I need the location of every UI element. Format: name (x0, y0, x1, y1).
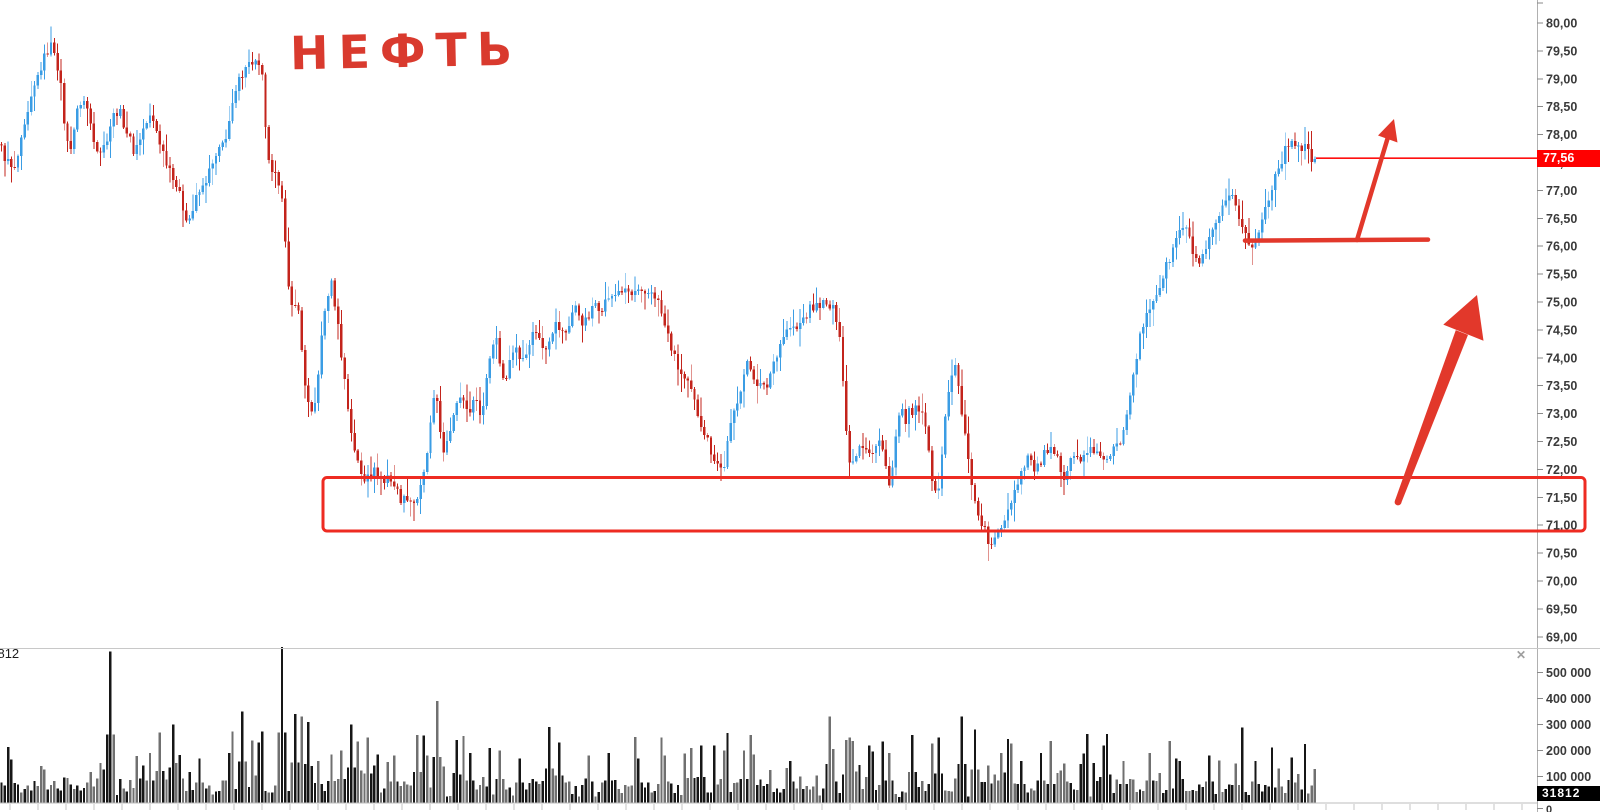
hand-drawn-title[interactable]: НЕФТЬ (289, 21, 523, 81)
axis-label: 70,00 (1546, 575, 1577, 589)
current-price-badge: 77,56 (1537, 150, 1600, 167)
axis-label: 75,50 (1546, 268, 1577, 282)
axis-label: 400 000 (1546, 692, 1591, 706)
axis-label: 300 000 (1546, 718, 1591, 732)
axis-label: 72,50 (1546, 435, 1577, 449)
axis-label: 73,00 (1546, 407, 1577, 421)
current-volume-badge: 31812 (1537, 786, 1600, 801)
axis-label: 72,00 (1546, 463, 1577, 477)
breakout-level-line[interactable] (1242, 237, 1431, 243)
axis-label: 75,00 (1546, 296, 1577, 310)
axis-label: 200 000 (1546, 744, 1591, 758)
close-icon[interactable]: ✕ (1516, 648, 1527, 662)
axis-label: 79,00 (1546, 72, 1577, 86)
axis-label: 0 (1546, 804, 1552, 812)
candlestick-series (0, 26, 1317, 562)
axis-label: 69,00 (1546, 630, 1577, 644)
volume-series (0, 647, 1317, 803)
axis-label: 77,00 (1546, 184, 1577, 198)
axis-label: 71,50 (1546, 491, 1577, 505)
axis-label: 71,00 (1546, 519, 1577, 533)
axis-label: 100 000 (1546, 770, 1591, 784)
support-zone-rectangle[interactable] (321, 476, 1587, 533)
big-up-arrow[interactable] (1394, 295, 1484, 506)
axis-label: 78,50 (1546, 100, 1577, 114)
axis-label: 500 000 (1546, 666, 1591, 680)
volume-indicator-value: 31812 (0, 646, 20, 661)
axis-label: 74,00 (1546, 351, 1577, 365)
axis-label: 70,50 (1546, 547, 1577, 561)
axis-label: 73,50 (1546, 379, 1577, 393)
axis-label: 76,00 (1546, 240, 1577, 254)
small-up-arrow[interactable] (1354, 119, 1398, 243)
drawing-annotations[interactable] (321, 119, 1600, 533)
axis-label: 80,00 (1546, 17, 1577, 31)
axis-label: 78,00 (1546, 128, 1577, 142)
axis-label: 69,50 (1546, 602, 1577, 616)
axis-label: 79,50 (1546, 44, 1577, 58)
axis-label: 74,50 (1546, 323, 1577, 337)
axis-label: 76,50 (1546, 212, 1577, 226)
